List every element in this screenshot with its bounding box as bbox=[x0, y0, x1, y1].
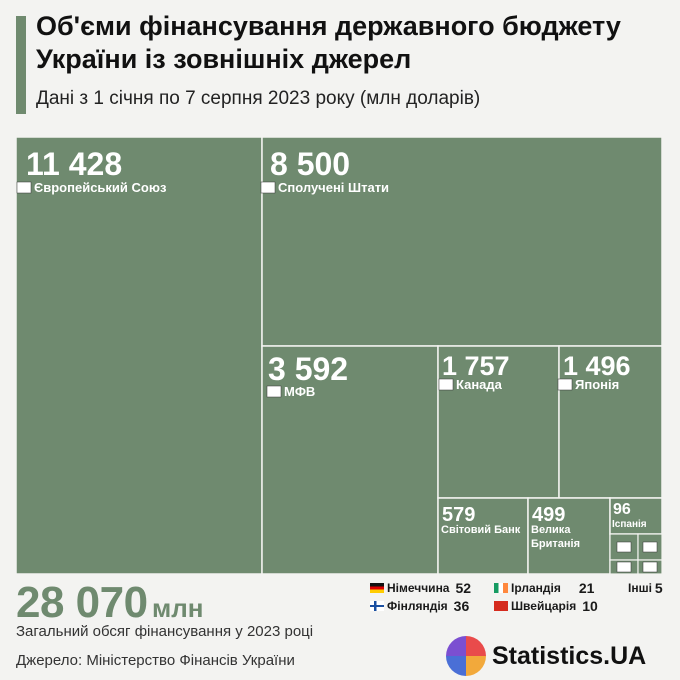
legend-item-finland: Фінляндія 36 bbox=[370, 598, 469, 614]
legend-value: 21 bbox=[578, 580, 595, 596]
tile-value: 3 592 bbox=[268, 351, 348, 387]
canada-flag-icon bbox=[438, 378, 454, 391]
legend-value: 5 bbox=[654, 580, 663, 596]
tile-value: 8 500 bbox=[270, 146, 350, 182]
tile-label: Канада bbox=[456, 377, 503, 392]
total-value: 28 070 bbox=[16, 578, 148, 627]
legend-value: 10 bbox=[582, 598, 598, 614]
chart-title: Об'єми фінансування державного бюджету У… bbox=[36, 11, 621, 74]
eu-flag-icon bbox=[16, 181, 32, 194]
tile-label: Світовий Банк bbox=[441, 524, 521, 536]
brand-name: Statistics.UA bbox=[492, 641, 647, 670]
legend-item-germany: Німеччина 52 bbox=[370, 580, 471, 596]
legend-label: Німеччина bbox=[387, 581, 450, 595]
legend-label: Ірландія bbox=[511, 581, 561, 595]
us-flag-icon bbox=[260, 181, 276, 194]
tile-label: Європейський Союз bbox=[34, 180, 167, 195]
tile-value: 1 757 bbox=[442, 351, 510, 381]
title-accent-bar bbox=[16, 16, 26, 114]
tile-value: 499 bbox=[532, 504, 565, 526]
legend-item-others: Інші 5 bbox=[628, 580, 663, 596]
tile-value: 96 bbox=[613, 501, 631, 518]
tile-label: Японія bbox=[575, 377, 619, 392]
legend-label: Інші bbox=[628, 581, 652, 595]
finland-flag-icon bbox=[370, 601, 384, 611]
legend-label: Швейцарія bbox=[511, 599, 577, 613]
tile-label: Іспанія bbox=[612, 519, 647, 530]
tile-spain-flag bbox=[609, 497, 663, 535]
tile-imf-logo bbox=[261, 345, 439, 575]
tile-label: Британія bbox=[531, 538, 580, 550]
legend-item-switzerland: Швейцарія 10 bbox=[494, 598, 598, 614]
finland-flag-icon bbox=[642, 541, 658, 553]
ireland-flag-icon bbox=[494, 583, 508, 593]
total-unit: млн bbox=[152, 593, 204, 623]
switzerland-flag-icon bbox=[494, 601, 508, 611]
legend-item-ireland: Ірландія 21 bbox=[494, 580, 594, 596]
ireland-flag-icon bbox=[616, 561, 632, 573]
brand: Statistics.UA bbox=[446, 636, 646, 676]
statistics-logo-icon bbox=[446, 636, 486, 676]
switzerland-flag-icon bbox=[642, 561, 658, 573]
imf-logo-icon bbox=[266, 385, 282, 398]
tile-eu-flag bbox=[15, 136, 263, 575]
germany-flag-icon bbox=[370, 583, 384, 593]
germany-flag-icon bbox=[616, 541, 632, 553]
chart-subtitle: Дані з 1 січня по 7 серпня 2023 року (мл… bbox=[36, 88, 481, 109]
tile-label: Сполучені Штати bbox=[278, 180, 389, 195]
legend-value: 52 bbox=[455, 580, 472, 596]
tile-japan-flag bbox=[558, 345, 663, 499]
tile-value: 579 bbox=[442, 504, 475, 526]
tile-value: 11 428 bbox=[26, 146, 122, 182]
total-amount: 28 070 млн bbox=[16, 578, 204, 628]
japan-flag-icon bbox=[557, 378, 573, 391]
total-label: Загальний обсяг фінансування у 2023 році bbox=[16, 623, 314, 640]
tile-label: МФВ bbox=[284, 384, 315, 399]
tile-label: Велика bbox=[531, 524, 571, 536]
tile-value: 1 496 bbox=[563, 351, 631, 381]
tile-canada-flag bbox=[437, 345, 560, 499]
legend-value: 36 bbox=[453, 598, 470, 614]
legend-label: Фінляндія bbox=[387, 599, 448, 613]
source-note: Джерело: Міністерство Фінансів України bbox=[16, 652, 295, 669]
